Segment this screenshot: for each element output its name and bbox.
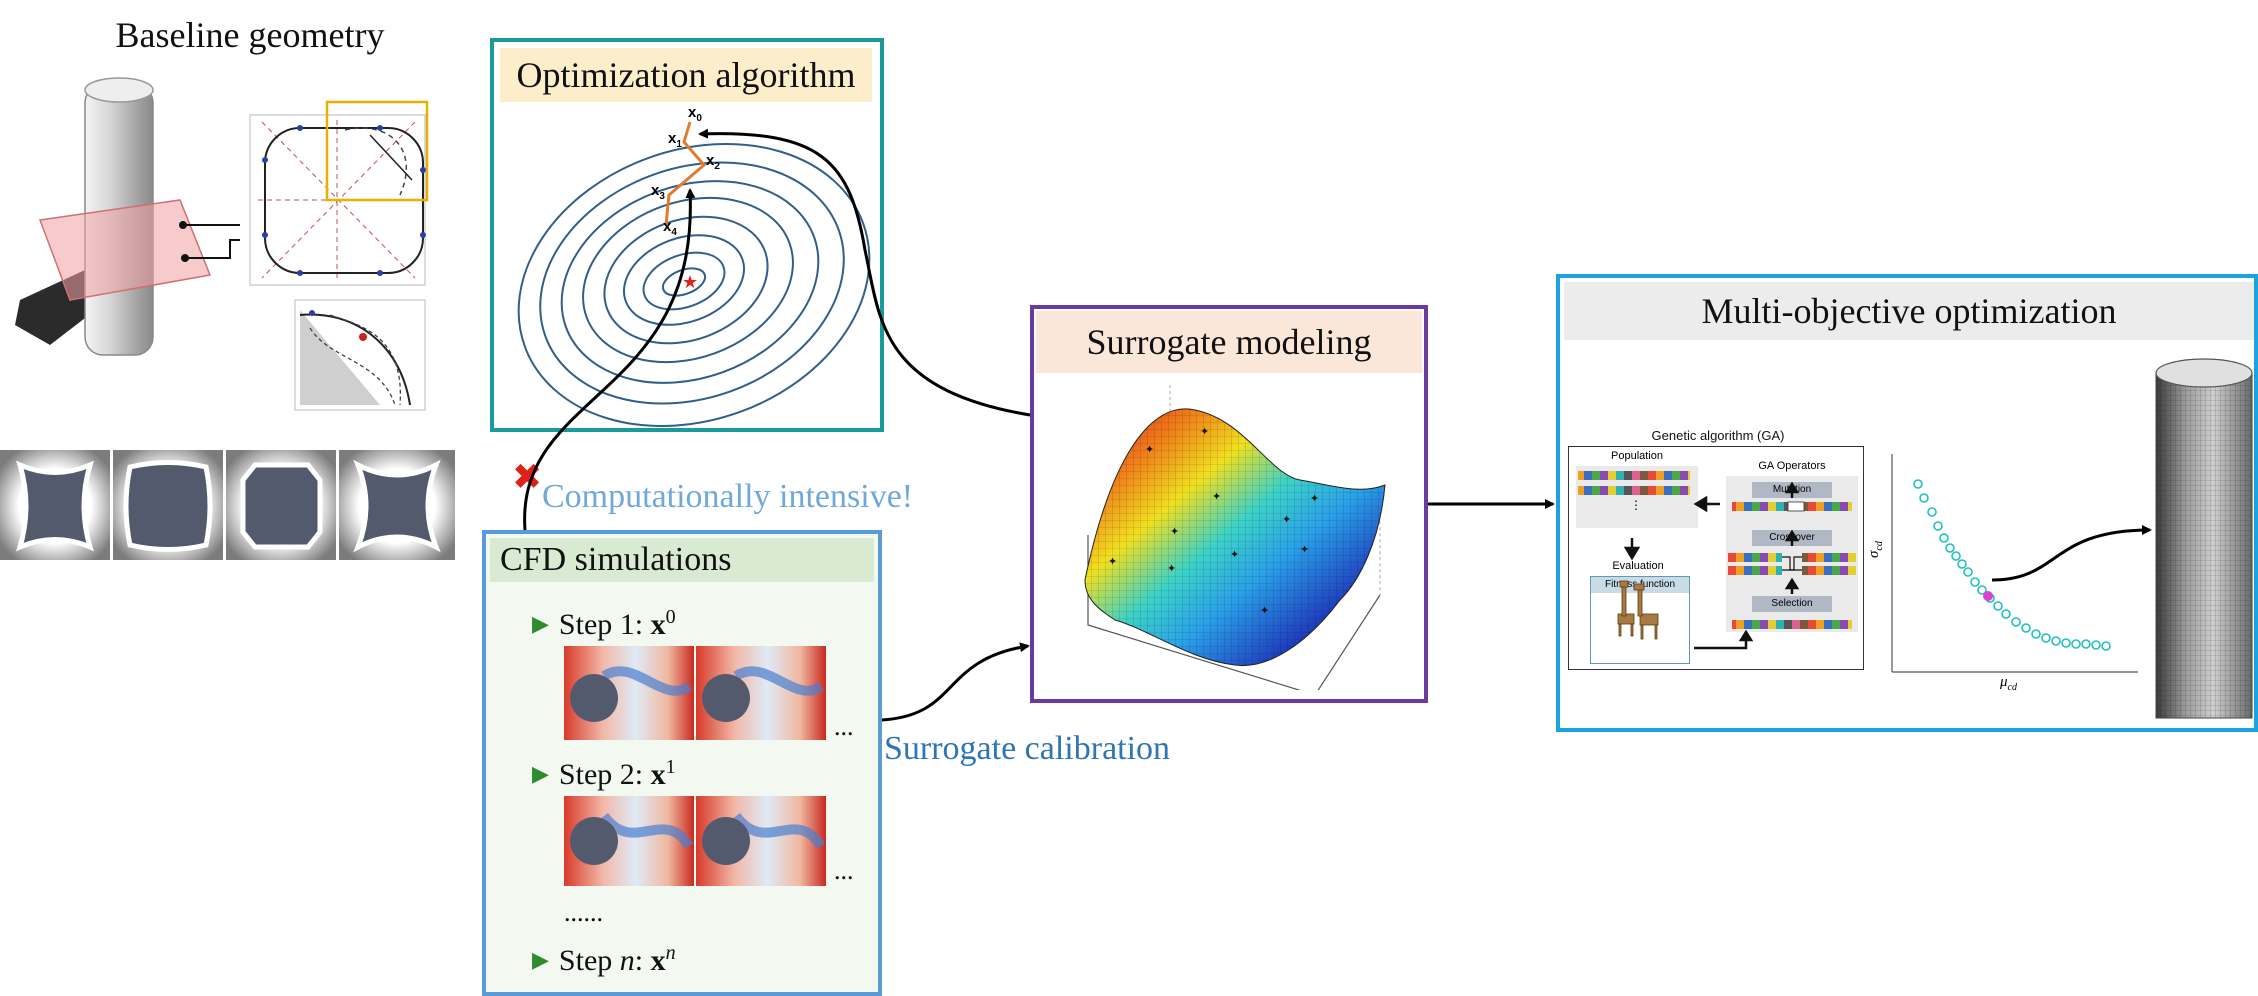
shape-variants — [0, 450, 455, 560]
optimized-column — [2155, 358, 2253, 719]
pareto-selected-point — [1983, 591, 1993, 601]
contour-plot: ★ — [517, 121, 871, 428]
surrogate-surface: ✦ ✦ ✦ ✦ ✦ ✦ ✦ ✦ ✦ ✦ ✦ — [1084, 385, 1386, 690]
svg-text:✦: ✦ — [1310, 493, 1319, 505]
cfd-step-1: ▶ Step 1: x0 — [532, 606, 676, 641]
pareto-ylabel: σcd — [1866, 541, 1885, 558]
ga-operators-label: GA Operators — [1758, 460, 1826, 472]
ga-evaluation-label: Evaluation — [1612, 560, 1664, 572]
cfd-snapshots-1 — [564, 646, 826, 740]
svg-text:✦: ✦ — [1200, 426, 1209, 438]
svg-text:✦: ✦ — [1212, 491, 1221, 503]
svg-text:✦: ✦ — [1260, 605, 1269, 617]
computationally-intensive-label: Computationally intensive! — [542, 478, 914, 515]
ga-title: Genetic algorithm (GA) — [1651, 428, 1785, 443]
ga-vdots: ⋮ — [1630, 498, 1642, 512]
cfd-dots: ...... — [564, 898, 603, 927]
svg-text:★: ★ — [682, 272, 698, 292]
opt-point-x2: x2 — [706, 152, 720, 172]
cfd-step-n: ▶ Step n: xn — [532, 942, 676, 977]
surrogate-title: Surrogate modeling — [1036, 311, 1422, 373]
giraffe-icon — [1617, 580, 1659, 640]
cfd-ellipsis-1: ... — [834, 712, 854, 741]
pareto-plot — [1891, 454, 2138, 673]
cutting-plane — [38, 199, 212, 301]
ga-selection-label: Selection — [1752, 596, 1832, 612]
optimization-title: Optimization algorithm — [500, 48, 872, 102]
baseline-geometry-panel — [0, 77, 455, 560]
zoom-highlight-box — [325, 100, 429, 202]
bullet-icon: ▶ — [532, 761, 549, 786]
pareto-points — [1913, 479, 2111, 651]
surrogate-calibration-label: Surrogate calibration — [884, 730, 1171, 767]
opt-point-x4: x4 — [663, 218, 677, 238]
svg-text:✦: ✦ — [1170, 526, 1179, 538]
bullet-icon: ▶ — [532, 611, 549, 636]
cfd-step-2: ▶ Step 2: x1 — [532, 756, 676, 791]
svg-text:✦: ✦ — [1300, 544, 1309, 556]
ga-population-label: Population — [1611, 450, 1663, 462]
ga-chromosomes — [1578, 471, 1856, 650]
opt-point-x0: x0 — [688, 104, 702, 124]
opt-point-x3: x3 — [651, 182, 665, 202]
svg-text:✦: ✦ — [1108, 556, 1117, 568]
cfd-snapshots-2 — [564, 796, 826, 886]
cross-section-plot — [249, 100, 429, 286]
pareto-xlabel: μcd — [2000, 674, 2017, 693]
svg-text:✦: ✦ — [1282, 514, 1291, 526]
opt-point-x1: x1 — [668, 130, 682, 150]
svg-text:✦: ✦ — [1230, 549, 1239, 561]
cylinder-top — [84, 77, 154, 103]
baseline-title: Baseline geometry — [115, 15, 385, 55]
bullet-icon: ▶ — [532, 947, 549, 972]
cfd-ellipsis-2: ... — [834, 856, 854, 885]
cfd-panel: CFD simulations — [482, 530, 882, 996]
svg-text:✦: ✦ — [1167, 563, 1176, 575]
cross-icon: ✖ — [512, 456, 543, 497]
detail-plot — [294, 299, 426, 411]
multiobjective-title: Multi-objective optimization — [1564, 282, 2254, 340]
svg-text:✦: ✦ — [1145, 444, 1154, 456]
cfd-title: CFD simulations — [490, 538, 874, 582]
